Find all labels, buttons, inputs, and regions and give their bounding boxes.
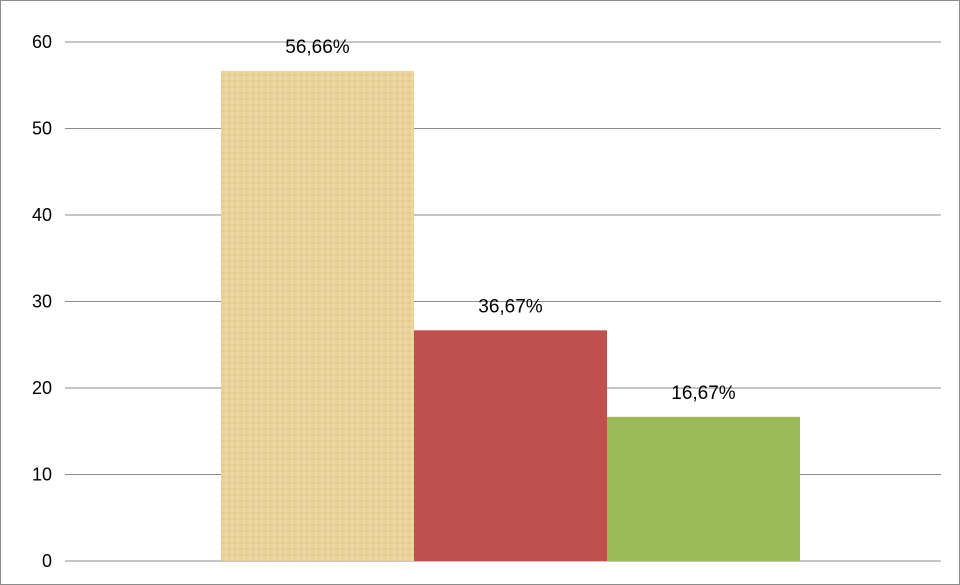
y-tick-label: 20 — [32, 378, 52, 398]
bar-1 — [221, 70, 414, 562]
data-labels: 56,66% 36,67% 16,67% — [285, 37, 736, 404]
y-tick-label: 30 — [32, 292, 52, 312]
y-tick-label: 60 — [32, 32, 52, 52]
data-label-3: 16,67% — [671, 383, 736, 404]
y-tick-label: 10 — [32, 465, 52, 485]
bar-2 — [414, 330, 607, 561]
y-tick-label: 0 — [42, 551, 52, 571]
y-axis-ticks: 0 10 20 30 40 50 60 — [32, 32, 52, 571]
bar-3 — [607, 416, 800, 561]
data-label-2: 36,67% — [478, 296, 543, 317]
data-label-1: 56,66% — [285, 37, 350, 58]
bars — [221, 70, 800, 562]
y-tick-label: 50 — [32, 119, 52, 139]
y-tick-label: 40 — [32, 205, 52, 225]
